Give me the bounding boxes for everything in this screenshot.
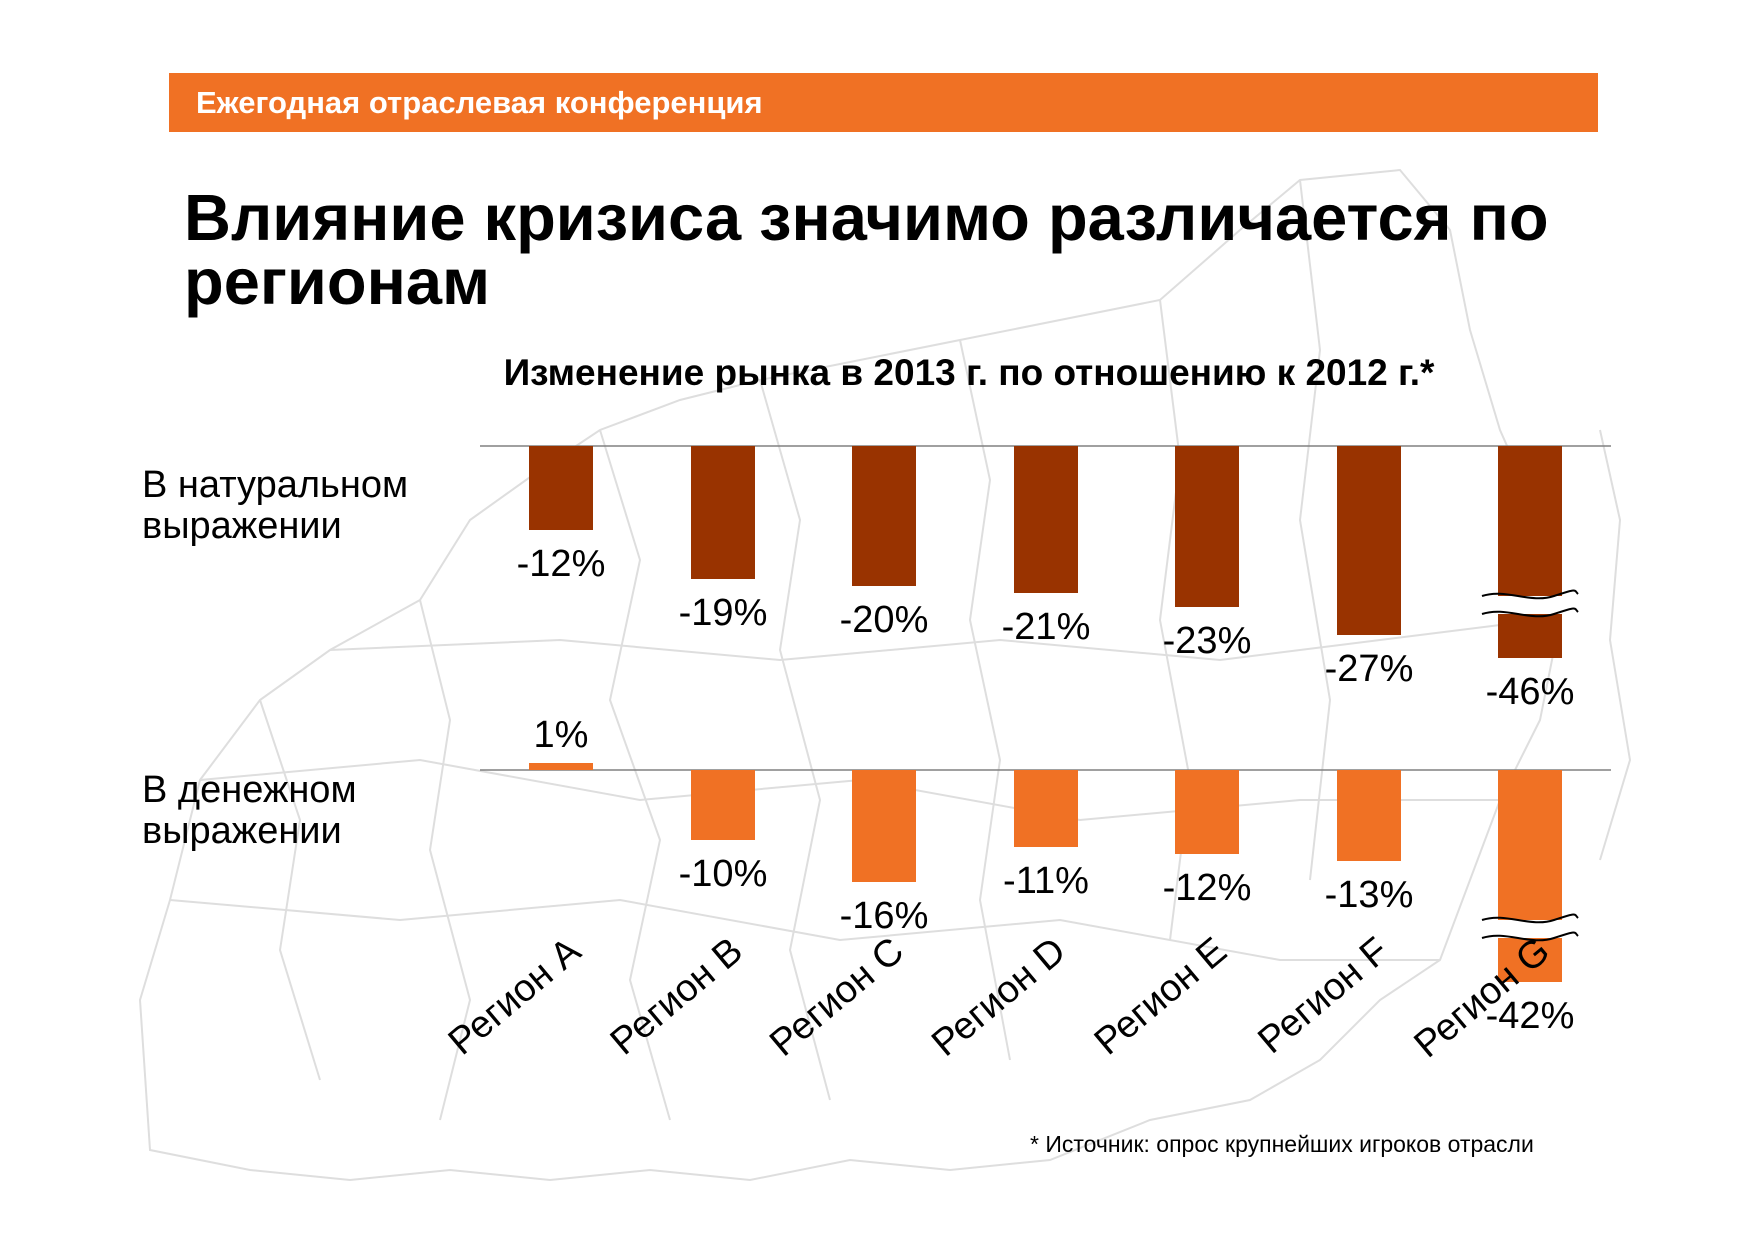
bar xyxy=(1014,770,1078,847)
series-label: выражении xyxy=(142,505,342,547)
bar xyxy=(852,770,916,882)
data-label: 1% xyxy=(534,714,589,756)
data-label: -27% xyxy=(1325,648,1414,690)
category-label: Регион E xyxy=(1087,930,1235,1064)
axis-break-line xyxy=(1481,607,1579,618)
data-label: -10% xyxy=(679,853,768,895)
bar xyxy=(1175,770,1239,854)
data-label: -19% xyxy=(679,592,768,634)
data-label: -12% xyxy=(517,543,606,585)
data-label: -23% xyxy=(1163,620,1252,662)
bar xyxy=(691,770,755,840)
data-label: -13% xyxy=(1325,874,1414,916)
series-label: выражении xyxy=(142,810,342,852)
series-label: В денежном xyxy=(142,769,357,811)
data-label: -20% xyxy=(840,599,929,641)
source-footnote: * Источник: опрос крупнейших игроков отр… xyxy=(1030,1131,1534,1157)
bar xyxy=(1498,770,1562,982)
bar xyxy=(529,763,593,770)
conference-header-bar: Ежегодная отраслевая конференция xyxy=(169,73,1598,132)
data-label: -46% xyxy=(1486,671,1575,713)
slide-title: Влияние кризиса значимо различается по р… xyxy=(184,181,1549,318)
bar xyxy=(1014,446,1078,593)
axis-break-line xyxy=(1481,589,1579,600)
bar xyxy=(691,446,755,579)
chart-title: Изменение рынка в 2013 г. по отношению к… xyxy=(504,352,1435,393)
axis-break-gap xyxy=(1482,920,1578,938)
axis-break-gap xyxy=(1482,596,1578,614)
category-label: Регион A xyxy=(441,929,589,1063)
bar xyxy=(1337,446,1401,635)
category-label: Регион F xyxy=(1250,930,1396,1062)
bar xyxy=(1337,770,1401,861)
series-label: В натуральном xyxy=(142,464,408,506)
data-label: -11% xyxy=(1003,860,1089,902)
data-label: -16% xyxy=(840,895,929,937)
bar xyxy=(1498,446,1562,658)
axis-break-line xyxy=(1481,931,1579,942)
bar xyxy=(529,446,593,530)
data-label: -21% xyxy=(1002,606,1091,648)
category-label: Регион D xyxy=(924,930,1074,1065)
bar xyxy=(852,446,916,586)
data-label: -42% xyxy=(1486,995,1575,1037)
bar xyxy=(1175,446,1239,607)
axis-break-line xyxy=(1481,913,1579,924)
data-label: -12% xyxy=(1163,867,1252,909)
category-label: Регион B xyxy=(603,930,751,1064)
conference-header-text: Ежегодная отраслевая конференция xyxy=(196,85,763,120)
category-label: Регион C xyxy=(762,930,912,1065)
